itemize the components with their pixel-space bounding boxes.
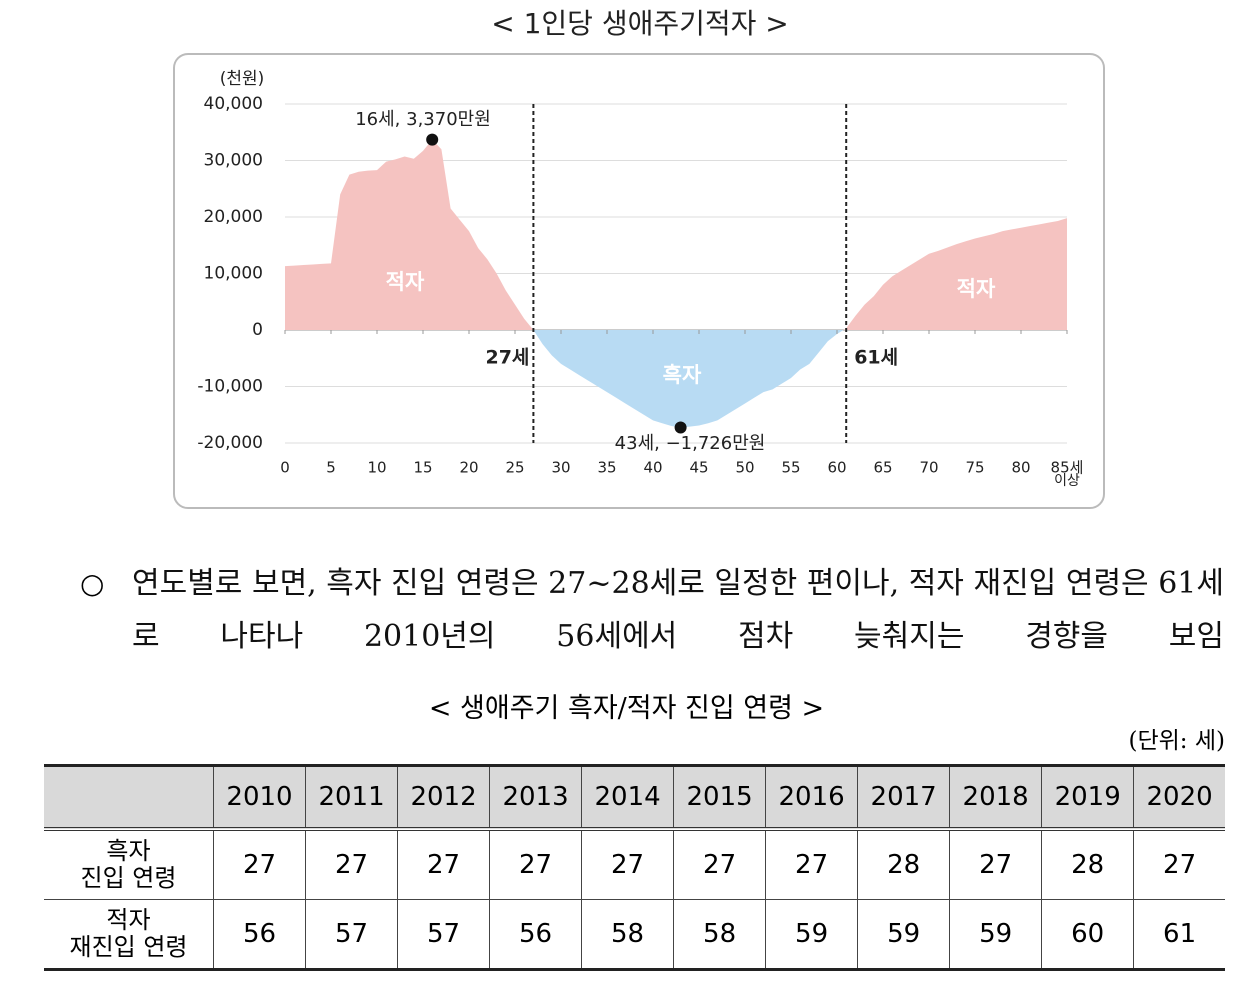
- row-label-line: 흑자: [106, 837, 151, 865]
- table-row: 적자 재진입 연령 56 57 57 56 58 58 59 59 59 60 61: [44, 899, 1225, 970]
- x-tick-label: 70: [919, 459, 938, 477]
- table-cell: 57: [305, 899, 398, 970]
- x-tick-label: 35: [597, 459, 616, 477]
- y-tick-label: 40,000: [204, 94, 263, 114]
- table-cell: 56: [489, 899, 582, 970]
- x-tick-label: 40: [643, 459, 662, 477]
- x-tick-label: 75: [965, 459, 984, 477]
- x-tick-label: 20: [459, 459, 478, 477]
- table-cell: 27: [305, 829, 398, 900]
- table-cell: 56: [212, 899, 306, 970]
- row-label: 적자 재진입 연령: [44, 899, 214, 970]
- row-label: 흑자 진입 연령: [44, 829, 214, 900]
- annotation-dot: [674, 421, 687, 434]
- table-cell: 28: [857, 829, 950, 900]
- chart: < 1인당 생애주기적자 > (천원) 40,000 30,000 20,000 10…: [173, 7, 1105, 509]
- header-cell: 2014: [581, 765, 674, 831]
- table-cell: 59: [765, 899, 858, 970]
- table-cell: 58: [673, 899, 766, 970]
- table-cell: 60: [1041, 899, 1134, 970]
- table-cell: 57: [397, 899, 490, 970]
- y-tick-label: 10,000: [204, 264, 263, 284]
- row-label-line: 적자: [106, 906, 151, 934]
- table-title: < 생애주기 흑자/적자 진입 연령 >: [428, 693, 825, 724]
- x-tick-label: 5: [326, 459, 336, 477]
- table-cell: 27: [581, 829, 674, 900]
- y-tick-label: 0: [252, 320, 263, 340]
- row-label-line: 재진입 연령: [69, 933, 188, 961]
- y-tick-label: -10,000: [197, 377, 263, 397]
- row-label-line: 진입 연령: [80, 864, 177, 892]
- bullet: ○: [80, 567, 105, 600]
- table-cell: 59: [949, 899, 1042, 970]
- annotation: 43세, −1,726만원: [615, 433, 766, 454]
- y-tick-label: 20,000: [204, 207, 263, 227]
- x-tick-label: 10: [367, 459, 386, 477]
- table-unit: (단위: 세): [1128, 728, 1226, 754]
- x-tick-label: 50: [735, 459, 754, 477]
- table: 2010 2011 2012 2013 2014 2015 2016 2017 2018 2019…: [44, 764, 1225, 971]
- reference-label: 61세: [854, 347, 898, 369]
- area: [285, 139, 1067, 428]
- y-tick-label: -20,000: [197, 433, 263, 453]
- header-cell: 2010: [212, 765, 306, 831]
- header-cell: 2019: [1041, 765, 1134, 831]
- annotation-dot: [426, 133, 439, 146]
- x-tick-label: 0: [280, 459, 290, 477]
- x-tick-label: 60: [827, 459, 846, 477]
- x-tick-label: 45: [689, 459, 708, 477]
- unit-label: (천원): [220, 69, 265, 89]
- header-cell: 2016: [765, 765, 858, 831]
- chart-title: < 1인당 생애주기적자 >: [491, 7, 789, 40]
- table-cell: 27: [1133, 829, 1225, 900]
- header-cell: 2018: [949, 765, 1042, 831]
- area-label: 적자: [386, 270, 425, 294]
- area-label: 흑자: [663, 363, 702, 387]
- table-row: 흑자 진입 연령 27 27 27 27 27 27 27 28 27 28 27: [44, 829, 1225, 900]
- table-cell: 59: [857, 899, 950, 970]
- header-row: 2010 2011 2012 2013 2014 2015 2016 2017 2018 2019…: [44, 765, 1225, 831]
- table-cell: 28: [1041, 829, 1134, 900]
- table-cell: 27: [673, 829, 766, 900]
- x-tick-label: 이상: [1054, 473, 1080, 489]
- x-tick-label: 65: [873, 459, 892, 477]
- x-tick-label: 55: [781, 459, 800, 477]
- header-cell: 2012: [397, 765, 490, 831]
- header-cell: 2013: [489, 765, 582, 831]
- x-tick-label: 15: [413, 459, 432, 477]
- annotation: 16세, 3,370만원: [355, 109, 491, 130]
- x-tick-label: 85세: [1051, 459, 1084, 477]
- table-cell: 58: [581, 899, 674, 970]
- table-cell: 27: [212, 829, 306, 900]
- x-tick-label: 30: [551, 459, 570, 477]
- x-tick-label: 80: [1011, 459, 1030, 477]
- header-cell: 2015: [673, 765, 766, 831]
- header-cell: [44, 765, 214, 831]
- table-cell: 27: [765, 829, 858, 900]
- x-tick-label: 25: [505, 459, 524, 477]
- y-tick-label: 30,000: [204, 151, 263, 171]
- header-cell: 2011: [305, 765, 398, 831]
- header-cell: 2020: [1133, 765, 1225, 831]
- table-cell: 61: [1133, 899, 1225, 970]
- table-cell: 27: [949, 829, 1042, 900]
- paragraph: 연도별로 보면, 흑자 진입 연령은 27~28세로 일정한 편이나, 적자 재…: [132, 566, 1224, 654]
- area-label: 적자: [957, 277, 996, 301]
- table-cell: 27: [397, 829, 490, 900]
- reference-label: 27세: [485, 347, 529, 369]
- table-cell: 27: [489, 829, 582, 900]
- header-cell: 2017: [857, 765, 950, 831]
